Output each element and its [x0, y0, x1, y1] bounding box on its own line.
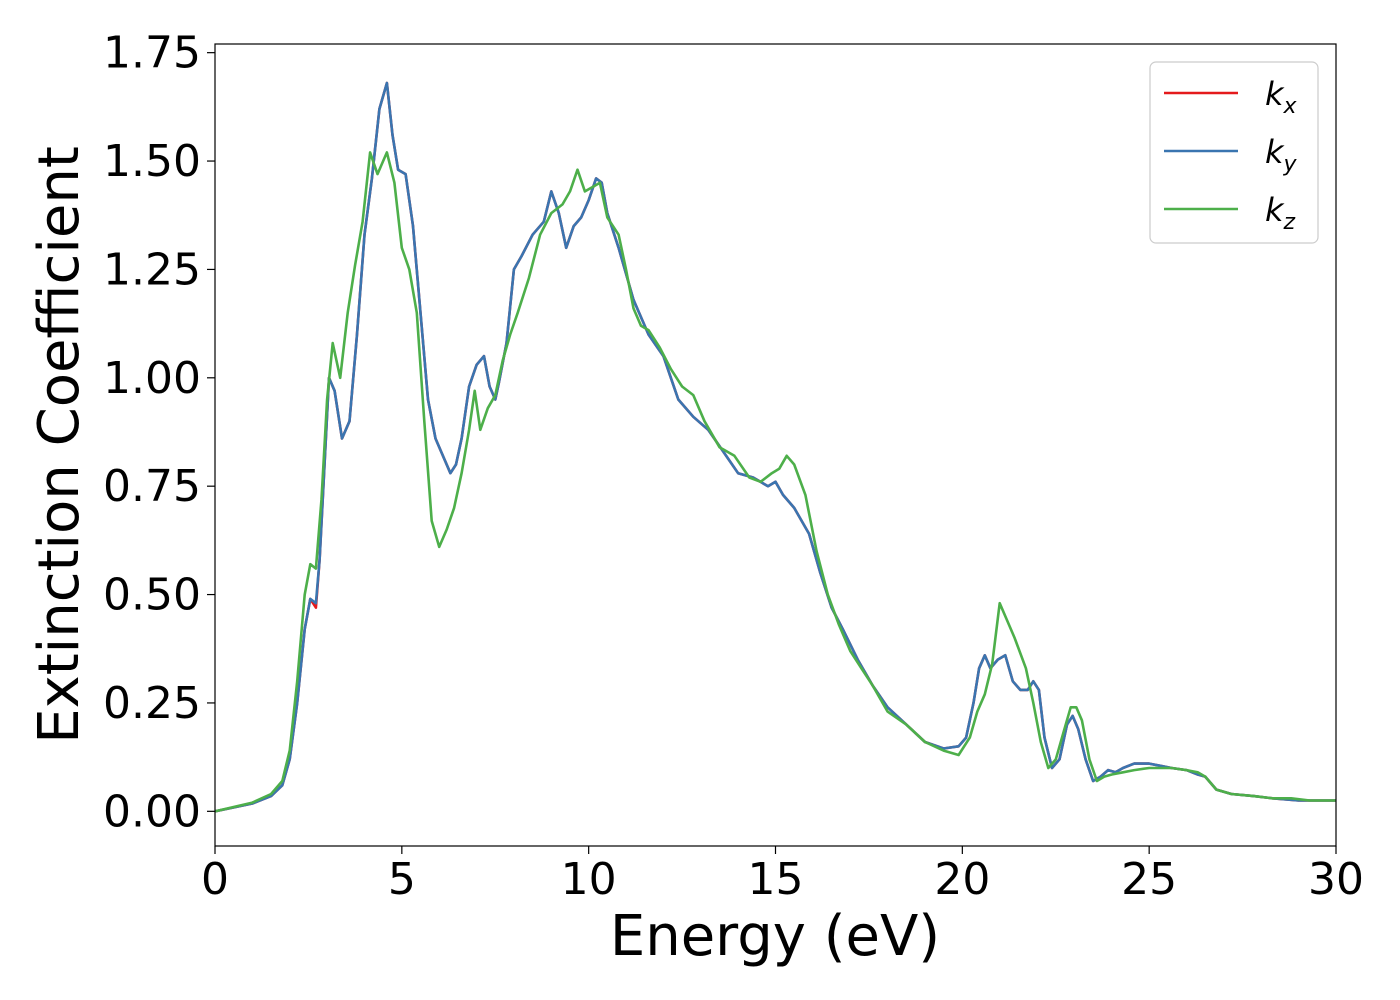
legend-label-z: kz [1265, 191, 1296, 235]
series-line-y [215, 81, 1336, 813]
y-tick-label: 1.00 [103, 353, 201, 404]
legend-label-x: kx [1265, 75, 1298, 119]
legend-label-subscript: x [1283, 94, 1298, 119]
x-tick-label: 15 [748, 854, 804, 905]
x-axis-label: Energy (eV) [610, 904, 940, 969]
legend-label-base: k [1265, 75, 1285, 113]
legend-label-base: k [1265, 133, 1285, 171]
y-tick-label: 0.25 [103, 678, 201, 729]
x-tick-label: 20 [934, 854, 990, 905]
y-tick-label: 0.75 [103, 461, 201, 512]
x-tick-label: 10 [561, 854, 617, 905]
x-axis: 0 5 10 15 20 25 30 [201, 846, 1364, 905]
x-tick-label: 5 [388, 854, 416, 905]
y-tick-label: 1.75 [103, 28, 201, 79]
legend-label-y: ky [1265, 133, 1298, 177]
legend-label-subscript: z [1283, 210, 1296, 235]
series-layer [215, 81, 1336, 813]
y-tick-label: 1.50 [103, 136, 201, 187]
y-tick-label: 0.00 [103, 786, 201, 837]
series-line-z [215, 151, 1336, 813]
legend-frame [1149, 61, 1319, 244]
y-tick-label: 1.25 [103, 244, 201, 295]
x-tick-label: 30 [1308, 854, 1364, 905]
y-axis-label: Extinction Coefficient [27, 146, 92, 744]
x-tick-label: 25 [1121, 854, 1177, 905]
y-tick-label: 0.50 [103, 570, 201, 621]
legend-label-subscript: y [1283, 152, 1298, 177]
y-axis: 0.00 0.25 0.50 0.75 1.00 1.25 1.50 1.75 [103, 28, 215, 837]
x-tick-label: 0 [201, 854, 229, 905]
legend-label-base: k [1265, 191, 1285, 229]
